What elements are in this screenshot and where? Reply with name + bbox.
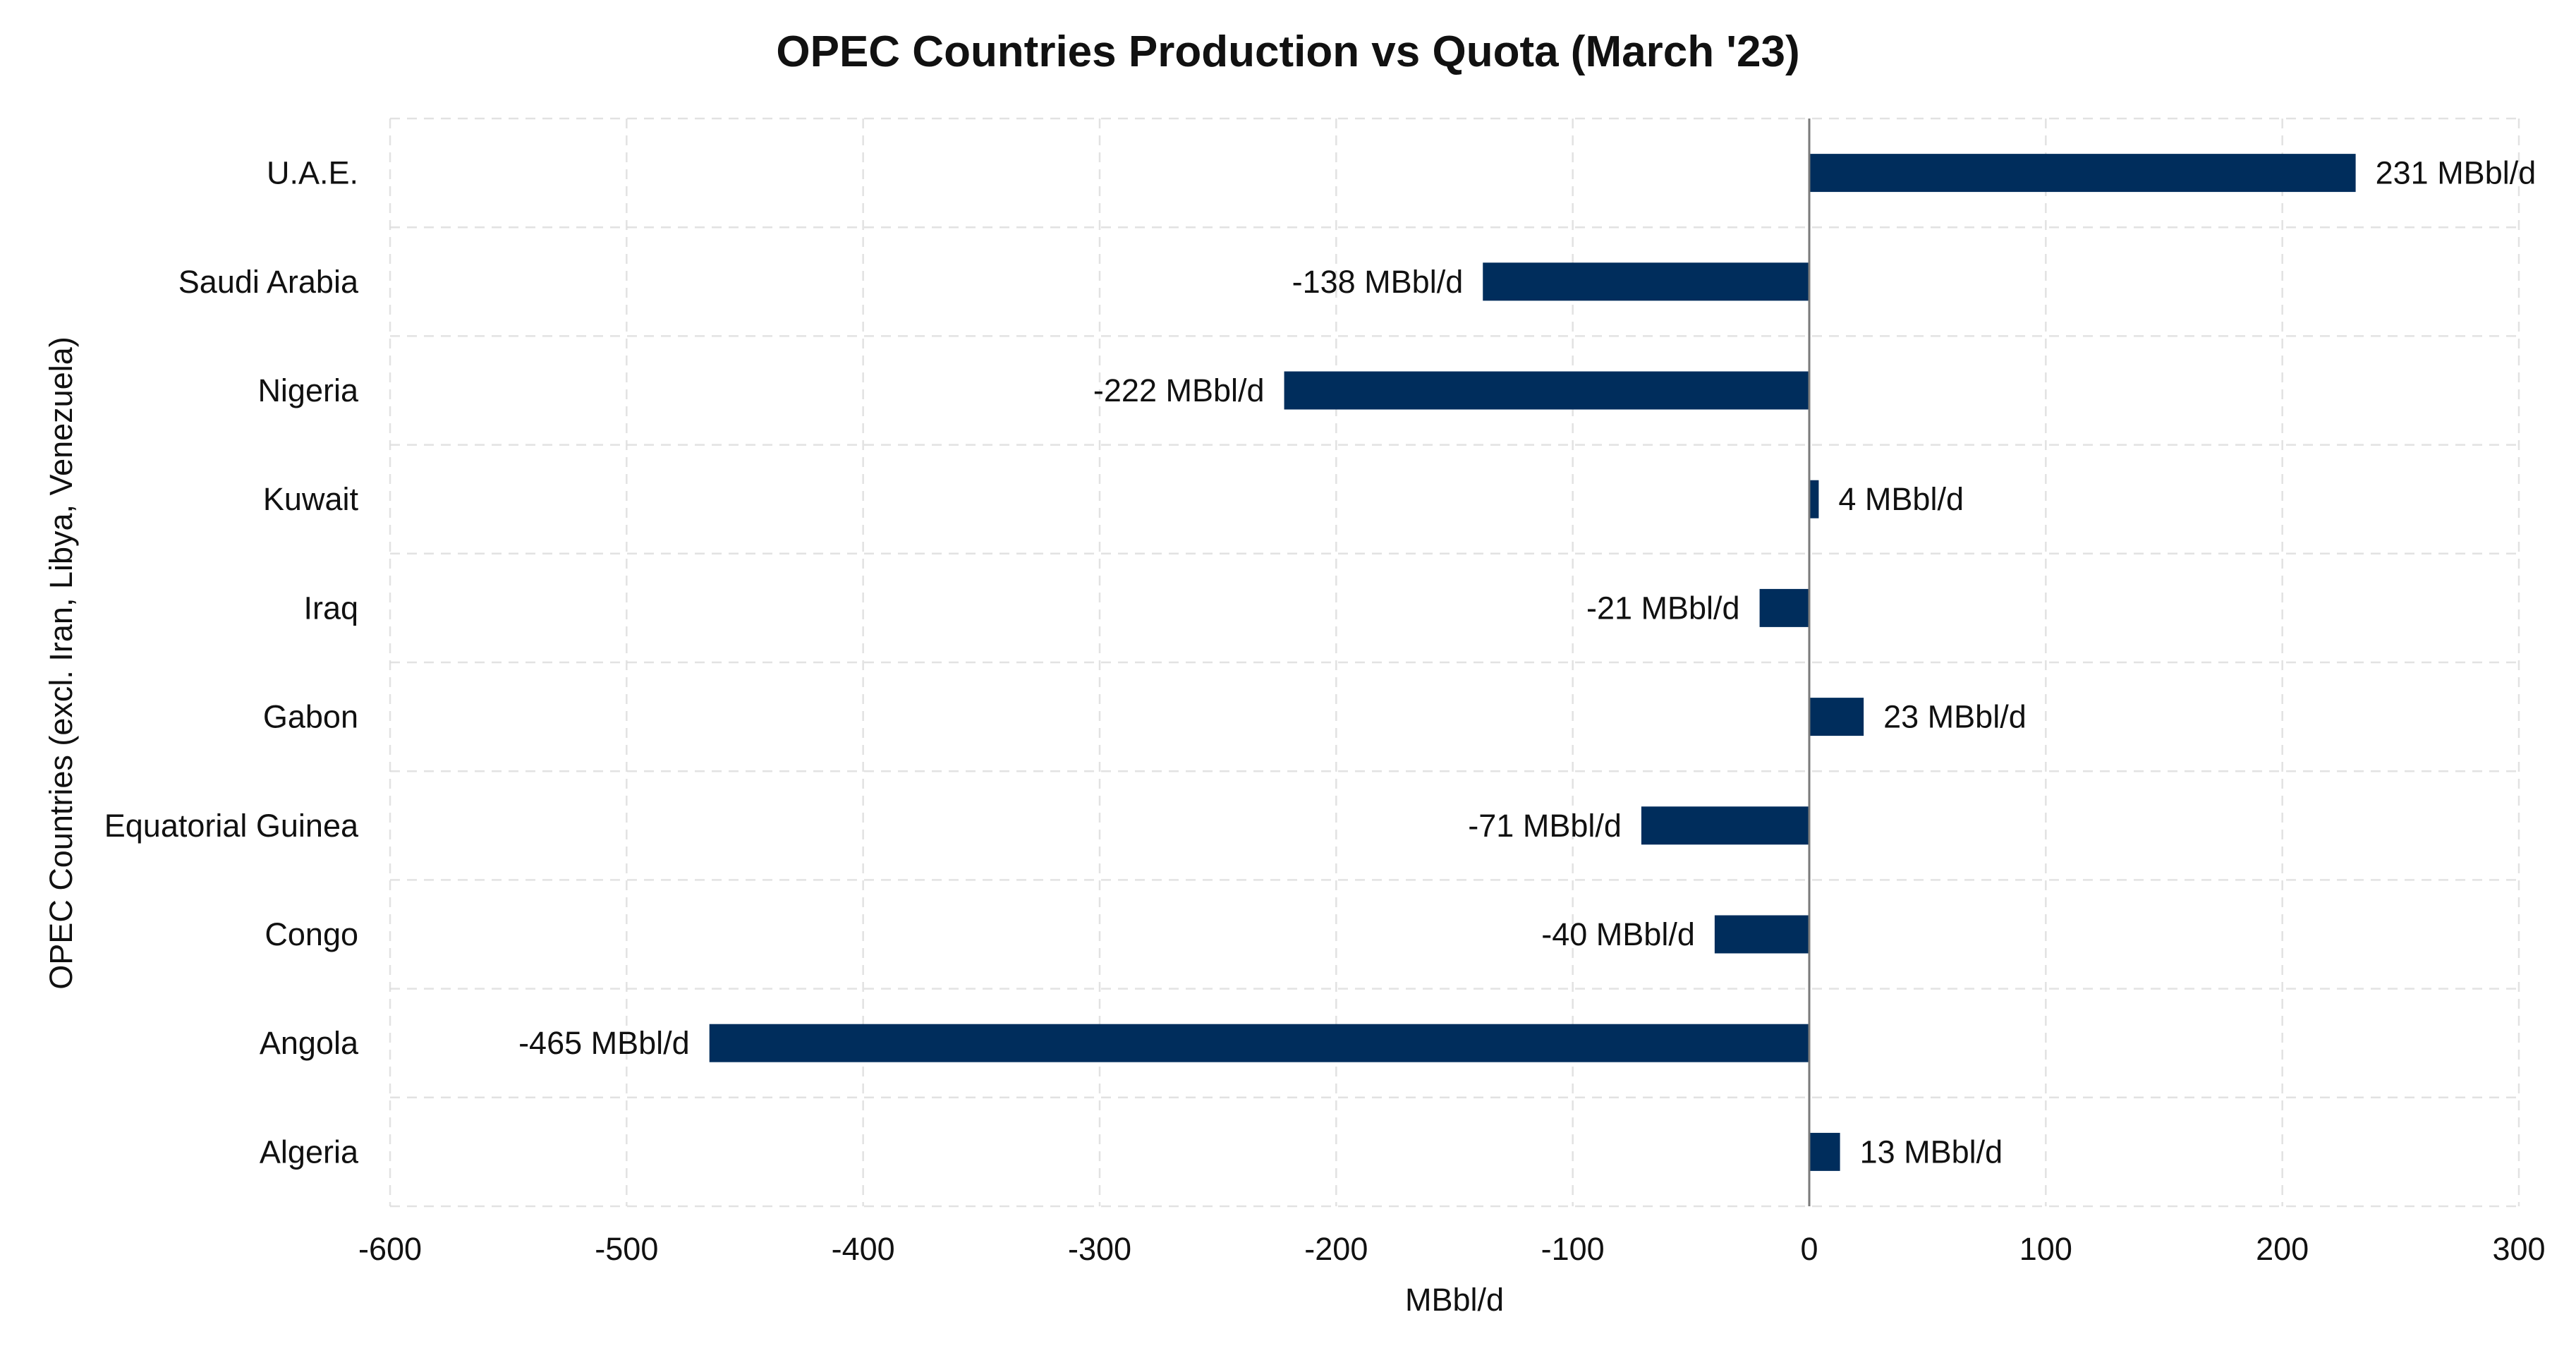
data-labels: 231 MBbl/d -138 MBbl/d -222 MBbl/d 4 MBbl/d…: [518, 155, 2536, 1170]
y-tick-label: U.A.E.: [267, 155, 358, 191]
bar: [1714, 915, 1809, 954]
x-tick-label: 200: [2256, 1231, 2309, 1267]
x-tick-label: 0: [1800, 1231, 1818, 1267]
bar: [1809, 154, 2356, 193]
bar: [709, 1024, 1810, 1062]
x-tick-label: -400: [832, 1231, 895, 1267]
bars: [709, 154, 2356, 1171]
x-tick-label: -500: [595, 1231, 658, 1267]
data-label: -21 MBbl/d: [1586, 590, 1740, 626]
y-tick-labels: U.A.E. Saudi Arabia Nigeria Kuwait Iraq Gabon…: [104, 155, 359, 1170]
data-label: -138 MBbl/d: [1292, 264, 1464, 300]
y-tick-label: Nigeria: [257, 372, 359, 408]
bar: [1809, 698, 1864, 736]
data-label: 231 MBbl/d: [2376, 155, 2536, 191]
x-tick-labels: -600 -500 -400 -300 -200 -100 0 100 200 300: [358, 1231, 2546, 1267]
y-tick-label: Iraq: [303, 590, 358, 626]
y-tick-label: Kuwait: [263, 481, 359, 517]
y-tick-label: Congo: [265, 916, 358, 952]
data-label: -40 MBbl/d: [1541, 916, 1695, 952]
bar: [1809, 1132, 1840, 1171]
data-label: -71 MBbl/d: [1468, 808, 1622, 844]
data-label: 23 MBbl/d: [1883, 699, 2027, 735]
x-tick-label: 300: [2492, 1231, 2545, 1267]
y-tick-label: Algeria: [260, 1134, 359, 1170]
chart-title: OPEC Countries Production vs Quota (Marc…: [776, 28, 1799, 76]
data-label: 13 MBbl/d: [1860, 1134, 2003, 1170]
y-tick-label: Equatorial Guinea: [104, 808, 359, 844]
y-axis-label: OPEC Countries (excl. Iran, Libya, Venez…: [43, 336, 79, 989]
x-axis-label: MBbl/d: [1405, 1282, 1504, 1318]
y-tick-label: Angola: [260, 1025, 359, 1061]
y-tick-label: Saudi Arabia: [178, 264, 359, 300]
bar: [1641, 806, 1809, 845]
x-tick-label: -100: [1541, 1231, 1605, 1267]
x-tick-label: -200: [1304, 1231, 1368, 1267]
x-tick-label: -300: [1068, 1231, 1131, 1267]
data-label: -465 MBbl/d: [518, 1025, 690, 1061]
x-tick-label: -600: [358, 1231, 422, 1267]
bar: [1759, 588, 1809, 627]
x-tick-label: 100: [2019, 1231, 2072, 1267]
y-tick-label: Gabon: [263, 699, 358, 735]
data-label: 4 MBbl/d: [1838, 481, 1964, 517]
bar: [1483, 262, 1809, 301]
data-label: -222 MBbl/d: [1093, 372, 1265, 408]
bar: [1284, 371, 1809, 410]
bar: [1809, 480, 1819, 518]
